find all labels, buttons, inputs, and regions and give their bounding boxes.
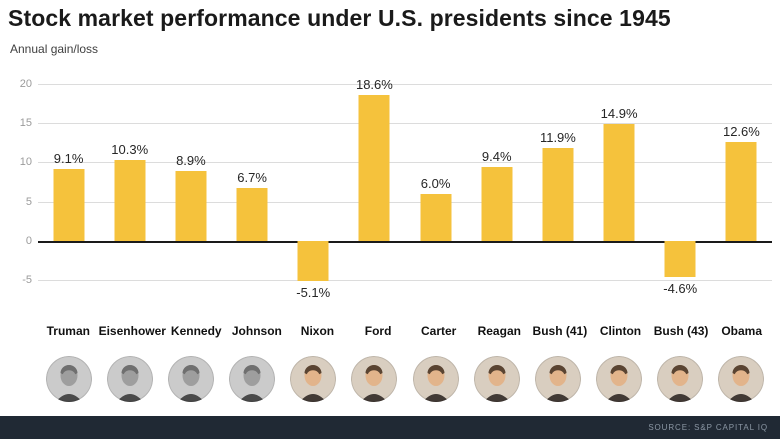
portrait-clinton [589,356,650,402]
bar-value-label: -4.6% [663,280,698,296]
bar-value-label: 14.9% [600,105,638,121]
bar-cell-bush-41: 11.9% [527,84,588,280]
bar-cell-nixon: -5.1% [283,84,344,300]
zero-axis-line [38,240,772,243]
bar-value-label: 6.0% [420,175,451,191]
gridline [38,123,772,125]
portrait-kennedy [160,356,221,402]
gridline [38,84,772,85]
bar-value-label: 9.1% [53,151,84,167]
bar-cell-carter: 6.0% [405,84,466,280]
gridline [38,201,772,203]
president-name-johnson: Johnson [231,324,282,338]
bar-nixon [297,240,329,281]
source-footer: SOURCE: S&P CAPITAL IQ [0,416,780,439]
bar-obama [725,142,757,241]
gridline [38,162,772,164]
portrait-johnson [222,356,283,402]
portrait-eisenhower [99,356,160,402]
president-name-nixon: Nixon [300,324,335,338]
bars-container: 9.1% 10.3% 8.9% 6.7% -5.1% 18.6% 6.0% 9.4% 11.9%… [38,77,772,300]
bar-cell-clinton: 14.9% [589,84,650,280]
bar-cell-kennedy: 8.9% [160,84,221,280]
president-names-row: Truman Eisenhower Kennedy Johnson Nixon Ford C… [38,324,772,342]
bar-value-label: 12.6% [722,124,760,140]
bar-cell-truman: 9.1% [38,84,99,280]
president-name-ford: Ford [364,324,392,338]
bar-reagan [481,167,513,241]
president-name-carter: Carter [420,324,457,338]
president-name-obama: Obama [721,324,763,338]
portrait-carter [405,356,466,402]
y-tick-label: 5 [25,195,32,208]
president-name-bush-41: Bush (41) [532,324,588,338]
portrait-ford [344,356,405,402]
bar-johnson [236,188,268,241]
bar-bush-43 [664,240,696,277]
bar-cell-johnson: 6.7% [222,84,283,280]
y-tick-label: 10 [19,156,32,169]
portrait-bush-43 [650,356,711,402]
portrait-obama [711,356,772,402]
bar-value-label: 11.9% [539,129,576,145]
president-name-bush-43: Bush (43) [653,324,709,338]
bar-cell-bush-43: -4.6% [650,84,711,296]
source-text: SOURCE: S&P CAPITAL IQ [648,423,768,432]
y-tick-label: -5 [22,274,32,286]
bar-cell-reagan: 9.4% [466,84,527,280]
president-name-kennedy: Kennedy [170,324,222,338]
chart-subtitle: Annual gain/loss [10,42,99,56]
bar-ford [358,94,390,241]
bar-cell-eisenhower: 10.3% [99,84,160,280]
portrait-nixon [283,356,344,402]
bar-value-label: 8.9% [176,153,206,169]
president-name-reagan: Reagan [477,324,521,338]
y-tick-label: 0 [25,234,32,247]
president-name-eisenhower: Eisenhower [98,324,166,338]
president-name-truman: Truman [46,324,90,338]
bar-value-label: 9.4% [481,149,512,165]
bar-carter [420,193,452,241]
gridline [38,280,772,281]
plot-area: 9.1% 10.3% 8.9% 6.7% -5.1% 18.6% 6.0% 9.4% 11.9%… [38,77,772,300]
y-tick-label: 20 [19,78,32,90]
bar-cell-ford: 18.6% [344,77,405,280]
bar-value-label: 10.3% [111,142,149,158]
y-tick-label: 15 [19,117,32,130]
president-name-clinton: Clinton [599,324,642,338]
portrait-reagan [466,356,527,402]
bar-kennedy [175,171,207,241]
bar-cell-obama: 12.6% [711,84,772,280]
bar-value-label: 18.6% [355,76,393,92]
bar-truman [53,169,85,241]
bar-value-label: 6.7% [237,170,267,186]
page-title: Stock market performance under U.S. pres… [8,5,671,31]
portrait-truman [38,356,99,402]
bar-value-label: -5.1% [296,284,331,300]
bar-bush-41 [542,147,574,241]
bar-clinton [603,123,635,241]
portrait-bush-41 [527,356,588,402]
president-portraits-row [38,352,772,406]
bar-eisenhower [114,160,146,241]
